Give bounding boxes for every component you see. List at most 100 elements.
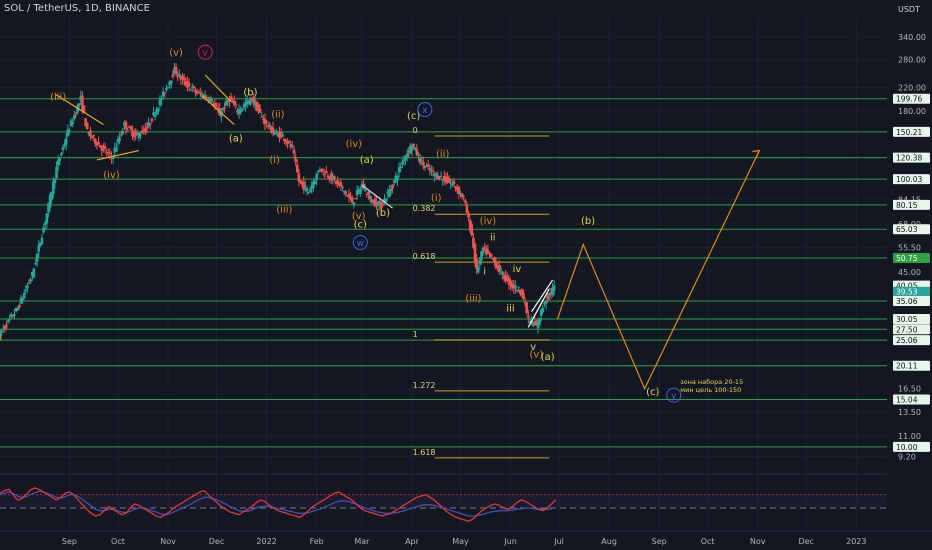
candle-body xyxy=(273,132,276,135)
candle-body xyxy=(90,136,94,138)
candle-body xyxy=(321,168,325,170)
wave-label: (v) xyxy=(169,47,183,58)
candle-body xyxy=(349,196,352,199)
candle-body xyxy=(420,160,423,162)
candle-body xyxy=(163,92,167,94)
candle-body xyxy=(153,114,157,118)
wave-label: (iv) xyxy=(480,216,497,227)
price-label: 100.03 xyxy=(896,175,922,184)
price-tick-label: 340.00 xyxy=(898,33,926,42)
note-line: мин цель 100-150 xyxy=(680,386,741,394)
fib-label: 0 xyxy=(413,126,418,135)
candle-body xyxy=(166,86,170,88)
time-tick-label: Sep xyxy=(652,537,667,546)
time-tick-label: Jun xyxy=(503,537,517,546)
candle-body xyxy=(339,182,343,187)
candle-body xyxy=(40,237,44,244)
candle-body xyxy=(118,137,121,142)
wave-label: (b) xyxy=(243,88,257,99)
candle-body xyxy=(24,289,28,291)
candle-body xyxy=(355,190,359,196)
time-axis[interactable]: Sep Oct Nov Dec 2022 Feb Mar Apr May Jun Jul Aug Sep… xyxy=(0,530,932,546)
candle-body xyxy=(363,189,367,192)
price-tick-label: 280.00 xyxy=(898,55,926,64)
candle-body xyxy=(379,201,383,209)
candle-body xyxy=(208,97,212,101)
candle-body xyxy=(55,166,58,179)
candle-body xyxy=(53,178,57,184)
candle-body xyxy=(64,138,68,145)
candle-body xyxy=(528,321,532,323)
candle-body xyxy=(404,156,407,161)
price-label: 199.76 xyxy=(896,95,922,104)
candle-body xyxy=(241,108,244,110)
candle-body xyxy=(315,173,318,180)
candle-body xyxy=(189,89,192,91)
candle-body xyxy=(35,253,39,262)
time-tick-label: Sep xyxy=(62,537,77,546)
candle-body xyxy=(523,302,527,304)
candle-body xyxy=(287,141,291,143)
price-label-bg xyxy=(893,174,930,185)
candle-body xyxy=(446,176,449,183)
candle-body xyxy=(105,152,108,154)
candle-body xyxy=(113,147,117,153)
candle-body xyxy=(300,181,304,185)
candle-body xyxy=(56,160,60,166)
candle-body xyxy=(383,198,386,204)
candle-body xyxy=(464,200,467,203)
wave-circle xyxy=(352,235,368,251)
candle-body xyxy=(190,86,194,88)
candle-body xyxy=(179,76,183,80)
candle-body xyxy=(509,280,512,286)
wave-label: iv xyxy=(513,264,522,275)
candle-body xyxy=(443,176,446,179)
candle-body xyxy=(186,81,189,88)
candle-body xyxy=(199,92,202,94)
candle-body xyxy=(304,185,307,187)
candle-body xyxy=(354,198,357,200)
price-tick-label: 45.00 xyxy=(898,268,921,277)
candle-body xyxy=(401,161,404,165)
price-label-bg xyxy=(893,335,930,346)
time-tick-label: 2023 xyxy=(846,537,866,546)
candle-body xyxy=(444,176,448,183)
candle-body xyxy=(497,265,501,272)
candle-body xyxy=(270,126,273,133)
candle-body xyxy=(480,251,483,260)
candle-body xyxy=(205,97,209,99)
candle-body xyxy=(323,173,327,176)
wave-label: w xyxy=(357,239,364,249)
price-axis[interactable]: USDT340.00280.00220.00180.00150.00120.00… xyxy=(887,0,932,550)
candle-body xyxy=(94,138,97,144)
price-label: 65.03 xyxy=(896,225,918,234)
candle-body xyxy=(139,134,142,136)
symbol-title: SOL / TetherUS, 1D, BINANCE xyxy=(4,3,150,14)
candle-body xyxy=(202,94,205,99)
price-label: 150.21 xyxy=(896,128,922,137)
candle-body xyxy=(182,78,186,81)
candle-body xyxy=(470,224,474,236)
candle-body xyxy=(472,237,475,248)
candle-body xyxy=(373,198,377,206)
wave-label: (i) xyxy=(431,193,442,204)
candle-body xyxy=(344,191,348,195)
candle-body xyxy=(244,103,247,106)
candle-body xyxy=(431,170,435,172)
candle-body xyxy=(155,109,159,115)
candle-body xyxy=(79,95,83,101)
price-tick-label: 55.50 xyxy=(898,244,921,253)
candle-body xyxy=(77,103,81,106)
candle-body xyxy=(21,298,24,302)
price-label-bg xyxy=(893,296,930,307)
candle-body xyxy=(405,153,409,158)
price-label: 35.06 xyxy=(896,297,918,306)
wave-label: i xyxy=(483,267,486,278)
candle-body xyxy=(350,197,354,204)
candle-body xyxy=(63,143,66,146)
wave-label: (ii) xyxy=(436,149,449,160)
candle-body xyxy=(331,176,335,181)
price-label-bg xyxy=(893,199,930,210)
